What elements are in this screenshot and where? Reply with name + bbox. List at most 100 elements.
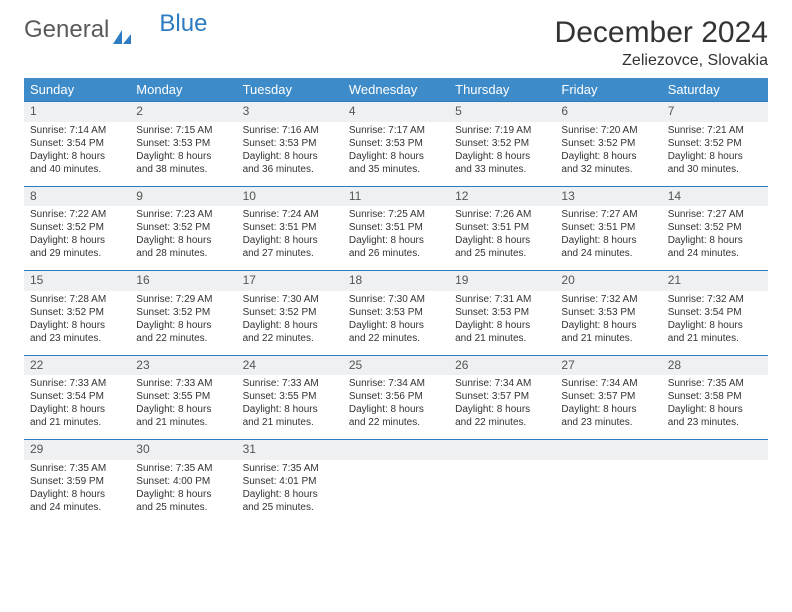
day-number-cell: 17: [237, 271, 343, 291]
sunrise-text: Sunrise: 7:21 AM: [668, 124, 762, 137]
sunrise-text: Sunrise: 7:27 AM: [561, 208, 655, 221]
sunset-text: Sunset: 3:54 PM: [668, 306, 762, 319]
day-data-cell: Sunrise: 7:23 AMSunset: 3:52 PMDaylight:…: [130, 206, 236, 271]
daylight-text: Daylight: 8 hours and 26 minutes.: [349, 234, 443, 260]
day-data-cell: Sunrise: 7:27 AMSunset: 3:51 PMDaylight:…: [555, 206, 661, 271]
sunset-text: Sunset: 3:56 PM: [349, 390, 443, 403]
sunrise-text: Sunrise: 7:20 AM: [561, 124, 655, 137]
daylight-text: Daylight: 8 hours and 23 minutes.: [561, 403, 655, 429]
daylight-text: Daylight: 8 hours and 22 minutes.: [136, 319, 230, 345]
day-data-cell: [555, 460, 661, 524]
day-number-cell: [555, 440, 661, 460]
daylight-text: Daylight: 8 hours and 22 minutes.: [349, 319, 443, 345]
daylight-text: Daylight: 8 hours and 25 minutes.: [243, 488, 337, 514]
sunset-text: Sunset: 3:57 PM: [455, 390, 549, 403]
logo: General Blue: [24, 16, 207, 44]
daylight-text: Daylight: 8 hours and 24 minutes.: [30, 488, 124, 514]
day-number-cell: 29: [24, 440, 130, 460]
day-number-cell: 2: [130, 102, 236, 122]
day-number-cell: 23: [130, 355, 236, 375]
sunrise-text: Sunrise: 7:28 AM: [30, 293, 124, 306]
daynum-row: 15161718192021: [24, 271, 768, 291]
sunrise-text: Sunrise: 7:34 AM: [349, 377, 443, 390]
day-number-cell: 14: [662, 186, 768, 206]
calendar-table: Sunday Monday Tuesday Wednesday Thursday…: [24, 78, 768, 524]
day-data-cell: Sunrise: 7:27 AMSunset: 3:52 PMDaylight:…: [662, 206, 768, 271]
day-number-cell: 30: [130, 440, 236, 460]
day-data-cell: Sunrise: 7:34 AMSunset: 3:57 PMDaylight:…: [555, 375, 661, 440]
day-data-cell: Sunrise: 7:26 AMSunset: 3:51 PMDaylight:…: [449, 206, 555, 271]
daylight-text: Daylight: 8 hours and 24 minutes.: [668, 234, 762, 260]
weekday-header: Thursday: [449, 78, 555, 102]
day-data-cell: Sunrise: 7:22 AMSunset: 3:52 PMDaylight:…: [24, 206, 130, 271]
day-data-cell: Sunrise: 7:16 AMSunset: 3:53 PMDaylight:…: [237, 122, 343, 187]
sunrise-text: Sunrise: 7:33 AM: [30, 377, 124, 390]
day-data-cell: Sunrise: 7:33 AMSunset: 3:55 PMDaylight:…: [130, 375, 236, 440]
daylight-text: Daylight: 8 hours and 30 minutes.: [668, 150, 762, 176]
day-data-cell: Sunrise: 7:25 AMSunset: 3:51 PMDaylight:…: [343, 206, 449, 271]
day-number-cell: 13: [555, 186, 661, 206]
daylight-text: Daylight: 8 hours and 22 minutes.: [349, 403, 443, 429]
sunrise-text: Sunrise: 7:30 AM: [349, 293, 443, 306]
sunrise-text: Sunrise: 7:31 AM: [455, 293, 549, 306]
day-number-cell: 27: [555, 355, 661, 375]
daylight-text: Daylight: 8 hours and 23 minutes.: [30, 319, 124, 345]
weekday-header: Saturday: [662, 78, 768, 102]
daynum-row: 1234567: [24, 102, 768, 122]
sunset-text: Sunset: 3:52 PM: [30, 221, 124, 234]
day-data-cell: Sunrise: 7:19 AMSunset: 3:52 PMDaylight:…: [449, 122, 555, 187]
daylight-text: Daylight: 8 hours and 28 minutes.: [136, 234, 230, 260]
data-row: Sunrise: 7:14 AMSunset: 3:54 PMDaylight:…: [24, 122, 768, 187]
sunrise-text: Sunrise: 7:32 AM: [561, 293, 655, 306]
sunset-text: Sunset: 3:52 PM: [668, 137, 762, 150]
day-number-cell: 25: [343, 355, 449, 375]
day-number-cell: 4: [343, 102, 449, 122]
data-row: Sunrise: 7:33 AMSunset: 3:54 PMDaylight:…: [24, 375, 768, 440]
day-data-cell: Sunrise: 7:32 AMSunset: 3:53 PMDaylight:…: [555, 291, 661, 356]
sunset-text: Sunset: 3:51 PM: [561, 221, 655, 234]
day-data-cell: Sunrise: 7:15 AMSunset: 3:53 PMDaylight:…: [130, 122, 236, 187]
day-number-cell: 19: [449, 271, 555, 291]
sunrise-text: Sunrise: 7:34 AM: [455, 377, 549, 390]
sunrise-text: Sunrise: 7:22 AM: [30, 208, 124, 221]
daylight-text: Daylight: 8 hours and 21 minutes.: [30, 403, 124, 429]
sunrise-text: Sunrise: 7:35 AM: [136, 462, 230, 475]
day-data-cell: Sunrise: 7:24 AMSunset: 3:51 PMDaylight:…: [237, 206, 343, 271]
sunset-text: Sunset: 3:53 PM: [349, 306, 443, 319]
sunrise-text: Sunrise: 7:23 AM: [136, 208, 230, 221]
daylight-text: Daylight: 8 hours and 23 minutes.: [668, 403, 762, 429]
daylight-text: Daylight: 8 hours and 40 minutes.: [30, 150, 124, 176]
day-number-cell: 6: [555, 102, 661, 122]
day-number-cell: 16: [130, 271, 236, 291]
sunset-text: Sunset: 3:59 PM: [30, 475, 124, 488]
day-number-cell: 5: [449, 102, 555, 122]
day-data-cell: Sunrise: 7:34 AMSunset: 3:56 PMDaylight:…: [343, 375, 449, 440]
page-title: December 2024: [555, 16, 768, 50]
sunset-text: Sunset: 3:52 PM: [668, 221, 762, 234]
day-number-cell: 8: [24, 186, 130, 206]
sunset-text: Sunset: 3:52 PM: [30, 306, 124, 319]
sunrise-text: Sunrise: 7:35 AM: [30, 462, 124, 475]
daylight-text: Daylight: 8 hours and 21 minutes.: [561, 319, 655, 345]
sunset-text: Sunset: 3:52 PM: [136, 221, 230, 234]
day-number-cell: 10: [237, 186, 343, 206]
day-data-cell: Sunrise: 7:21 AMSunset: 3:52 PMDaylight:…: [662, 122, 768, 187]
daylight-text: Daylight: 8 hours and 22 minutes.: [455, 403, 549, 429]
data-row: Sunrise: 7:28 AMSunset: 3:52 PMDaylight:…: [24, 291, 768, 356]
weekday-header: Tuesday: [237, 78, 343, 102]
sunrise-text: Sunrise: 7:32 AM: [668, 293, 762, 306]
sunset-text: Sunset: 3:53 PM: [136, 137, 230, 150]
daylight-text: Daylight: 8 hours and 21 minutes.: [136, 403, 230, 429]
sunset-text: Sunset: 3:54 PM: [30, 390, 124, 403]
day-data-cell: Sunrise: 7:35 AMSunset: 3:58 PMDaylight:…: [662, 375, 768, 440]
weekday-header: Sunday: [24, 78, 130, 102]
day-number-cell: 11: [343, 186, 449, 206]
daylight-text: Daylight: 8 hours and 24 minutes.: [561, 234, 655, 260]
weekday-header: Friday: [555, 78, 661, 102]
sunrise-text: Sunrise: 7:15 AM: [136, 124, 230, 137]
day-number-cell: 3: [237, 102, 343, 122]
day-number-cell: 28: [662, 355, 768, 375]
sunset-text: Sunset: 3:51 PM: [349, 221, 443, 234]
daylight-text: Daylight: 8 hours and 27 minutes.: [243, 234, 337, 260]
day-data-cell: Sunrise: 7:33 AMSunset: 3:55 PMDaylight:…: [237, 375, 343, 440]
